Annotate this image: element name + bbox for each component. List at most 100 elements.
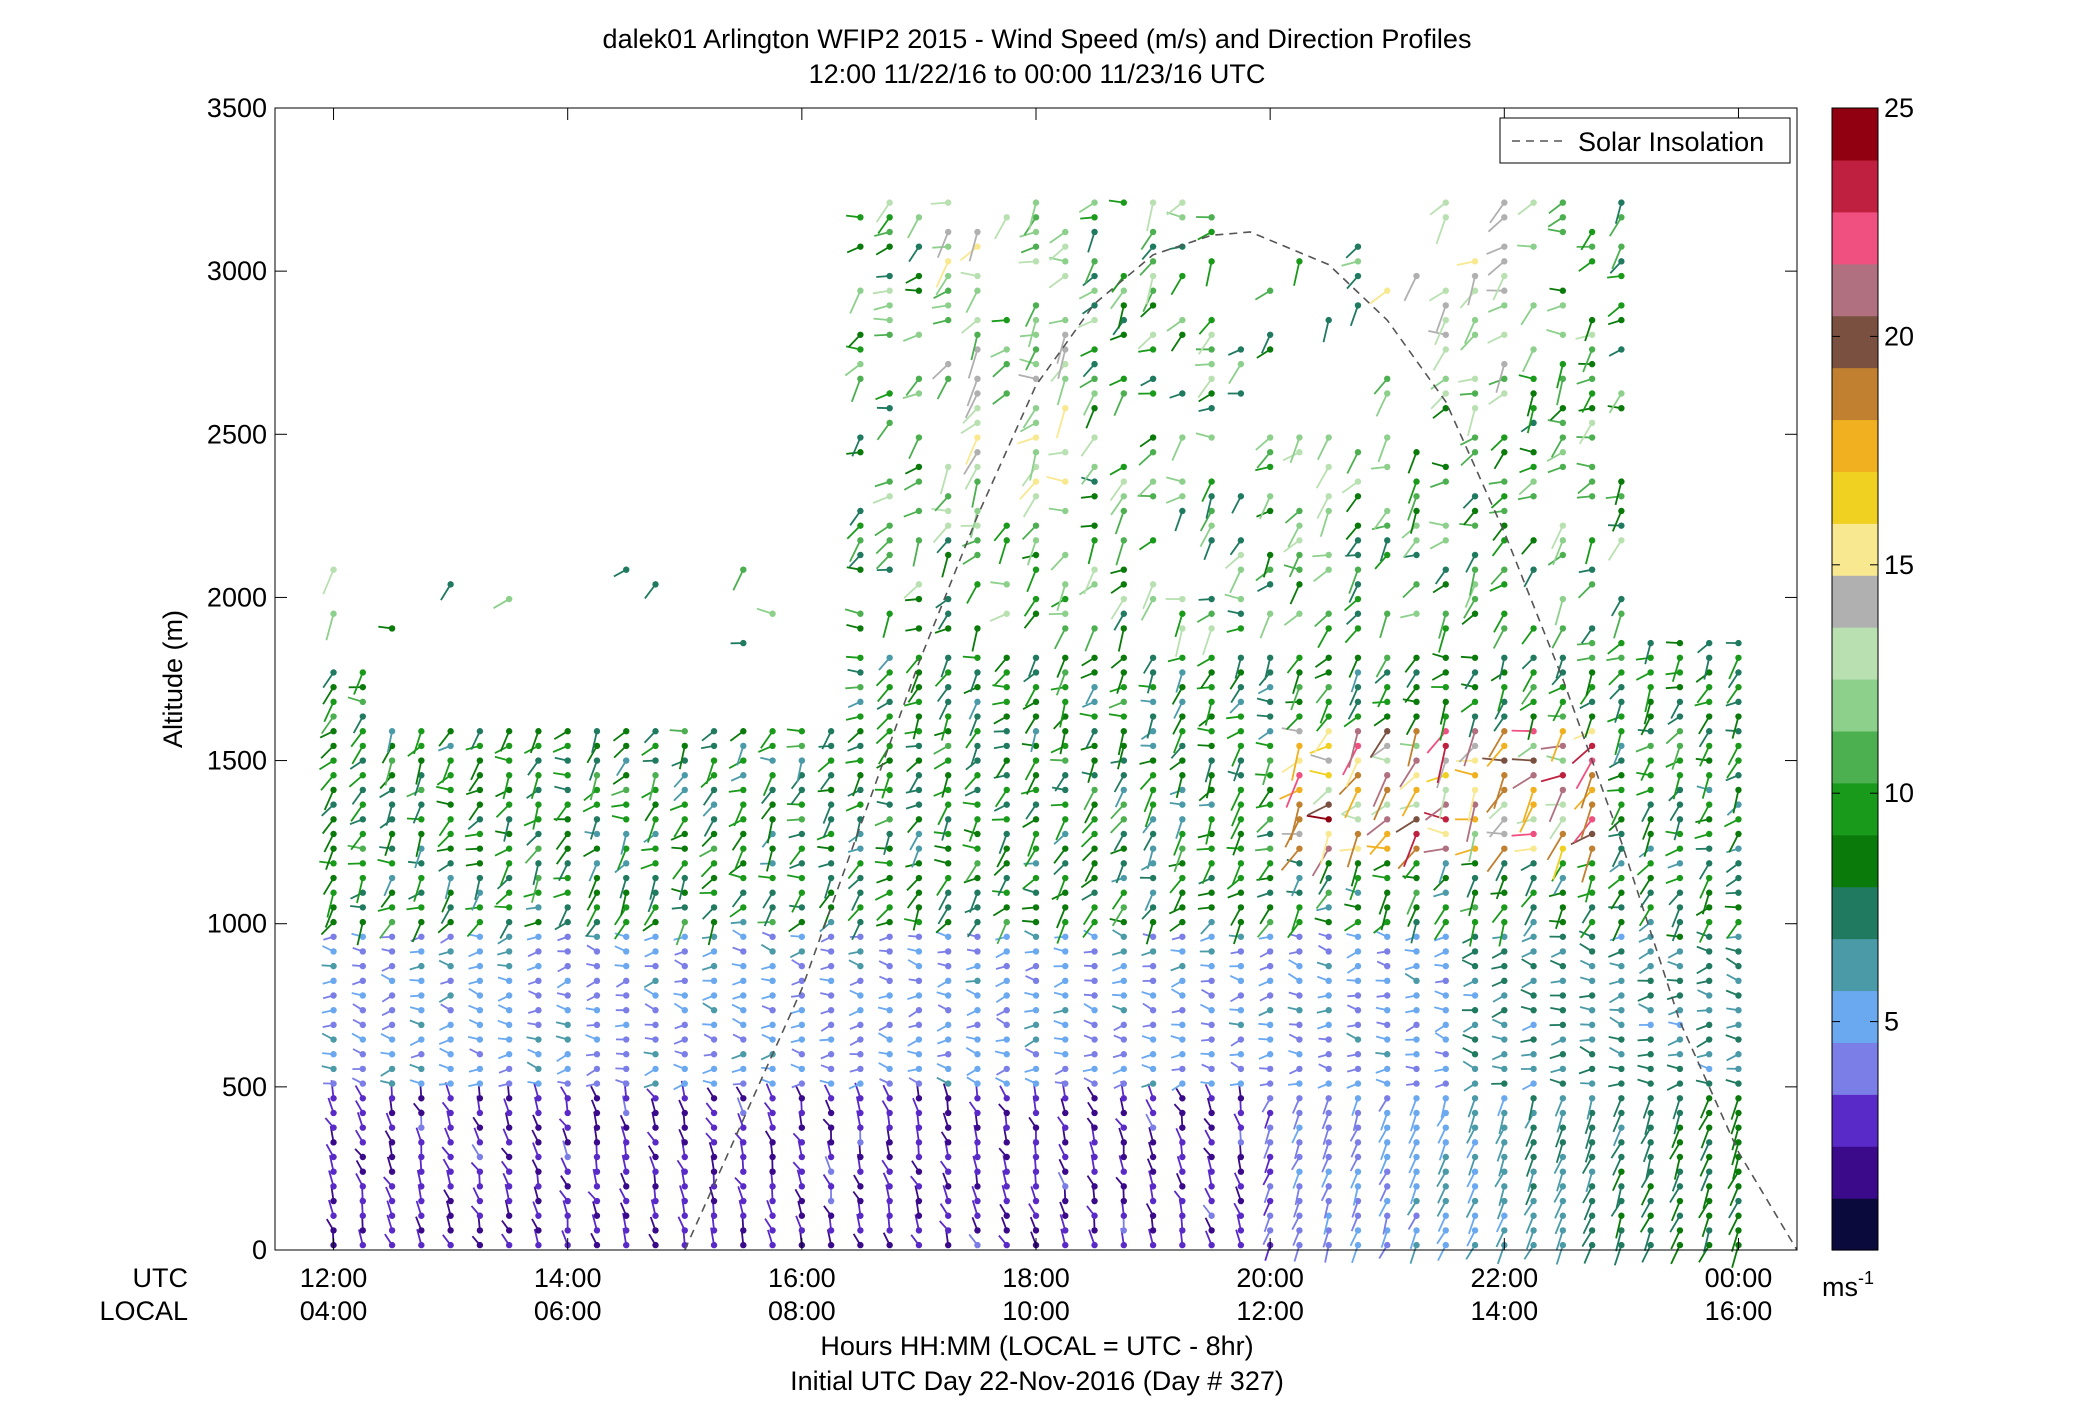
wind-barb-point (857, 1168, 864, 1175)
wind-barb-point (1296, 786, 1303, 794)
wind-barb-staff (1205, 819, 1213, 845)
wind-barb-staff (968, 819, 979, 842)
wind-barb-point (974, 698, 981, 706)
wind-barb (732, 929, 747, 940)
wind-barb-point (681, 1153, 688, 1161)
wind-barb (937, 948, 952, 955)
wind-barb-point (535, 1241, 542, 1249)
wind-barb-staff (938, 701, 950, 720)
wind-barb (1170, 742, 1186, 759)
wind-barb (786, 728, 806, 735)
wind-barb (1307, 801, 1332, 816)
wind-barb-point (418, 1006, 425, 1014)
wind-barb-point (798, 1124, 806, 1131)
wind-barb (905, 287, 923, 294)
wind-barb-staff (414, 774, 423, 796)
wind-barb (760, 756, 776, 764)
wind-barb-point (1120, 845, 1128, 852)
wind-barb (1227, 610, 1245, 617)
wind-barb-point (1062, 654, 1069, 661)
wind-barb (1347, 962, 1362, 974)
wind-barb-staff (1024, 305, 1037, 327)
wind-barb-point (1325, 742, 1332, 750)
wind-barb (1148, 1141, 1157, 1161)
wind-barb-point (1120, 463, 1128, 471)
wind-barb (1229, 962, 1245, 970)
wind-barb (465, 860, 484, 867)
wind-barb-point (974, 272, 981, 280)
wind-barb-point (1149, 933, 1157, 940)
wind-barb-point (1062, 830, 1069, 838)
wind-barb-staff (381, 745, 393, 764)
wind-barb-point (1237, 610, 1245, 617)
wind-barb-point (974, 654, 981, 661)
wind-barb-point (1062, 801, 1069, 808)
wind-barb (790, 1036, 806, 1044)
wind-barb-point (1354, 1153, 1362, 1161)
wind-barb-point (974, 287, 981, 294)
wind-barb (1113, 1021, 1128, 1032)
wind-barb-point (593, 742, 601, 750)
wind-barb (995, 962, 1010, 970)
wind-barb (471, 889, 484, 911)
wind-barb-point (1266, 507, 1274, 515)
wind-barb-point (915, 537, 923, 544)
wind-barb-point (1003, 1124, 1010, 1131)
wind-barb-point (769, 933, 776, 940)
wind-barb-point (1062, 1183, 1069, 1190)
wind-barb (437, 918, 454, 934)
wind-barb-point (1091, 375, 1098, 383)
wind-barb-point (564, 772, 571, 779)
wind-barb-staff (1259, 495, 1271, 520)
wind-barb-point (915, 992, 923, 999)
wind-barb-point (1208, 1227, 1215, 1234)
wind-barb-point (827, 860, 835, 867)
wind-barb-staff (1171, 686, 1184, 705)
wind-barb-point (505, 1095, 513, 1102)
wind-barb (1319, 698, 1332, 724)
wind-barb (1166, 199, 1186, 216)
wind-barb (1142, 1002, 1157, 1014)
wind-barb-staff (350, 730, 364, 748)
wind-barb (728, 757, 747, 769)
wind-barb (1024, 1036, 1040, 1048)
wind-barb (874, 331, 893, 338)
wind-barb-point (535, 977, 542, 985)
wind-barb (967, 918, 981, 938)
wind-barb (996, 918, 1010, 945)
wind-barb (347, 696, 367, 706)
wind-barb-point (505, 933, 513, 940)
wind-barb-point (623, 845, 630, 852)
wind-barb-point (330, 1227, 337, 1234)
wind-barb (356, 874, 367, 904)
wind-barb-point (740, 1124, 747, 1131)
wind-barb (1024, 713, 1040, 734)
wind-barb (907, 1065, 923, 1073)
wind-barb (327, 1097, 337, 1117)
wind-barb (352, 962, 367, 970)
wind-barb-point (1179, 625, 1186, 632)
wind-barb-point (652, 1051, 659, 1058)
wind-barb-point (1354, 1109, 1362, 1117)
wind-barb-point (1120, 786, 1128, 794)
wind-barb (1260, 331, 1274, 354)
wind-barb-point (505, 845, 513, 852)
wind-barb (993, 713, 1010, 725)
wind-barb-point (1208, 860, 1215, 867)
wind-barb-point (447, 889, 454, 896)
wind-barb-point (681, 904, 688, 911)
wind-barb-point (769, 772, 776, 779)
wind-barb-point (915, 581, 923, 588)
wind-barb (1141, 1035, 1157, 1043)
wind-barb-point (505, 948, 513, 955)
wind-barb (731, 1051, 747, 1060)
wind-barb-point (564, 1168, 571, 1175)
wind-barb-point (505, 1080, 513, 1087)
wind-barb (406, 786, 425, 798)
wind-barb (968, 1233, 981, 1249)
wind-barb (1025, 346, 1040, 371)
wind-barb (790, 992, 806, 999)
wind-barb-staff (996, 921, 1008, 945)
wind-barb (527, 757, 542, 776)
wind-barb-point (447, 1109, 454, 1117)
